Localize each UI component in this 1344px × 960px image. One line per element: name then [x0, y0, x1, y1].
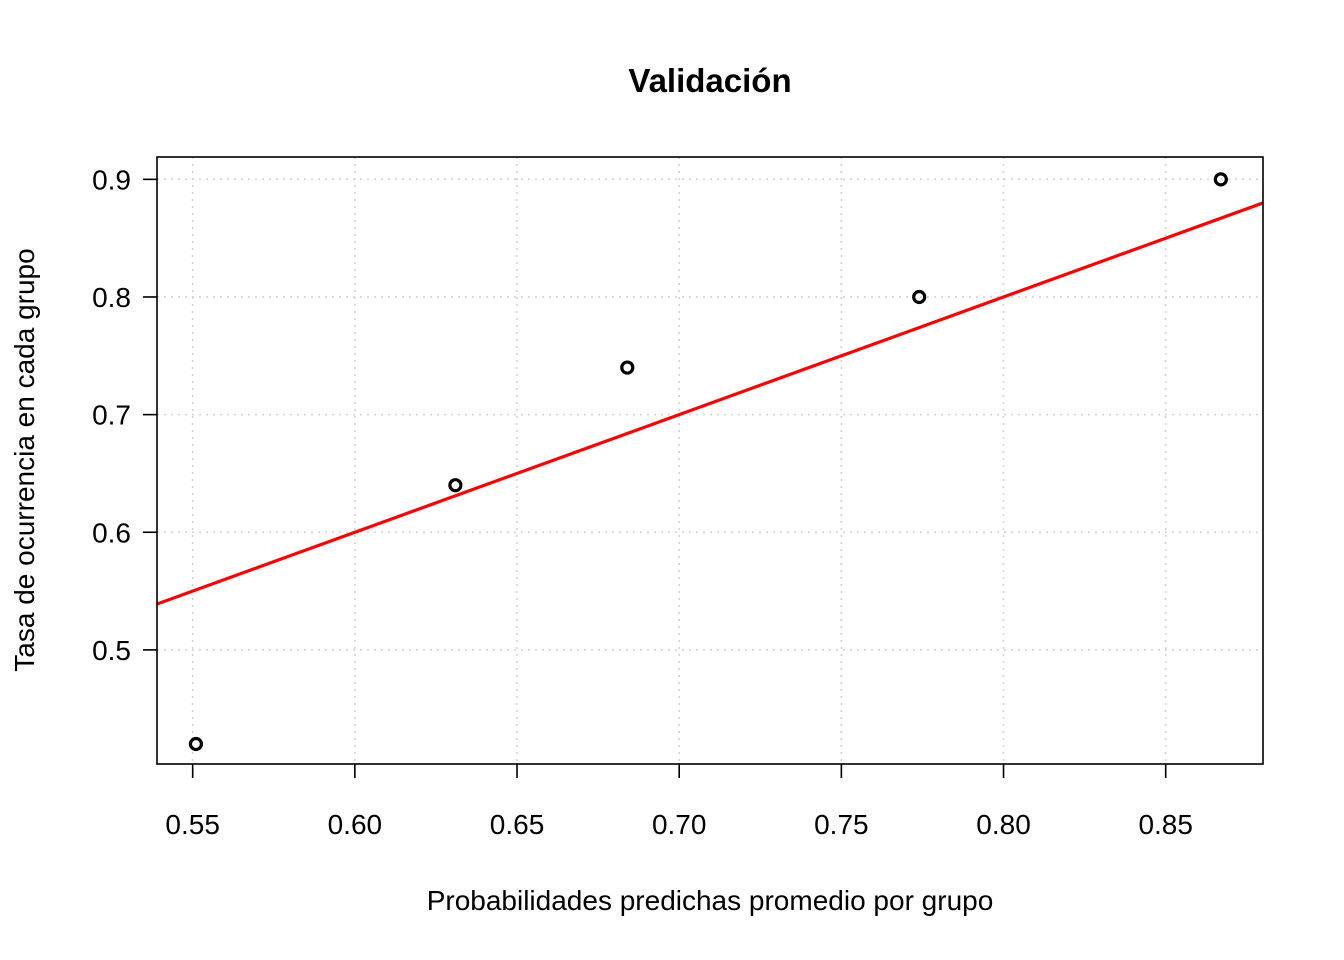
x-tick-label: 0.55: [165, 809, 220, 840]
y-tick-label: 0.6: [92, 517, 131, 548]
data-point: [1213, 172, 1228, 187]
x-tick-label: 0.85: [1138, 809, 1193, 840]
plot-content: [157, 172, 1263, 752]
chart-title: Validación: [628, 62, 791, 99]
x-axis-label: Probabilidades predichas promedio por gr…: [427, 885, 994, 916]
data-point: [188, 736, 204, 752]
data-point: [620, 360, 635, 375]
y-tick-label: 0.5: [92, 635, 131, 666]
x-tick-label: 0.80: [976, 809, 1031, 840]
x-tick-label: 0.70: [652, 809, 707, 840]
x-tick-label: 0.60: [328, 809, 383, 840]
y-axis: 0.5 0.6 0.7 0.8 0.9: [92, 164, 157, 666]
grid-lines: [157, 157, 1263, 764]
reference-line: [157, 201, 1263, 606]
data-point: [448, 478, 463, 493]
x-axis: 0.55 0.60 0.65 0.70 0.75 0.80 0.85: [165, 764, 1193, 840]
data-point: [912, 289, 927, 305]
x-tick-label: 0.65: [490, 809, 545, 840]
plot-frame: [156, 156, 1264, 765]
x-tick-label: 0.75: [814, 809, 869, 840]
y-tick-label: 0.7: [92, 400, 131, 431]
y-tick-label: 0.8: [92, 282, 131, 313]
y-tick-label: 0.9: [92, 164, 131, 195]
y-axis-label: Tasa de ocurrencia en cada grupo: [9, 248, 40, 671]
